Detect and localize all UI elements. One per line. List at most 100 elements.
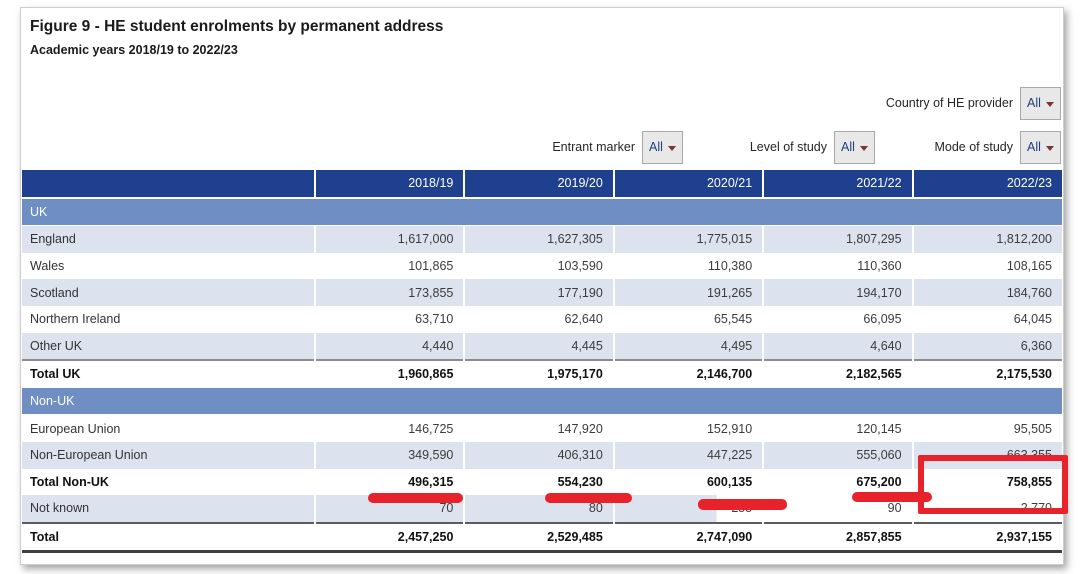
row-label: Scotland bbox=[22, 279, 315, 306]
figure-subtitle: Academic years 2018/19 to 2022/23 bbox=[30, 43, 238, 57]
value-cell: 2,747,090 bbox=[612, 521, 764, 554]
value-cell: 65,545 bbox=[612, 305, 764, 333]
value-cell: 2,937,155 bbox=[911, 521, 1062, 554]
table-row: Other UK 4,440 4,445 4,495 4,640 6,360 bbox=[22, 332, 1062, 361]
enrolments-table-wrapper: 2018/19 2019/20 2020/21 2021/22 2022/23 UK En… bbox=[22, 170, 1062, 554]
table-row: Scotland 173,855 177,190 191,265 194,170 184,… bbox=[22, 279, 1062, 306]
value-cell: 1,617,000 bbox=[313, 225, 465, 253]
value-cell: 600,135 bbox=[612, 468, 764, 496]
column-header: 2022/23 bbox=[911, 170, 1062, 199]
value-cell: 66,095 bbox=[762, 305, 913, 333]
value-cell: 1,807,295 bbox=[762, 225, 913, 253]
value-cell: 349,590 bbox=[313, 441, 465, 469]
section-row: UK bbox=[22, 197, 1062, 227]
value-cell: 758,855 bbox=[911, 468, 1062, 496]
column-header: 2020/21 bbox=[612, 170, 764, 199]
value-cell: 95,505 bbox=[911, 414, 1062, 442]
filter-entrant-marker-dropdown[interactable]: All bbox=[642, 130, 683, 164]
value-cell: 64,045 bbox=[911, 305, 1062, 333]
row-label: Wales bbox=[30, 259, 65, 274]
value-cell: 2,146,700 bbox=[612, 359, 764, 388]
value-cell: 6,360 bbox=[911, 332, 1062, 361]
value-cell: 554,230 bbox=[463, 468, 614, 496]
value-cell: 4,495 bbox=[612, 332, 764, 361]
value-cell: 4,440 bbox=[313, 332, 465, 361]
value-cell: 1,812,200 bbox=[911, 225, 1062, 253]
figure-title: Figure 9 - HE student enrolments by perm… bbox=[30, 18, 444, 35]
value-cell: 108,165 bbox=[911, 252, 1062, 280]
row-label-header bbox=[22, 170, 315, 199]
section-row: Non-UK bbox=[22, 387, 1062, 416]
row-label: Total UK bbox=[22, 359, 315, 388]
column-header: 2021/22 bbox=[762, 170, 913, 199]
filter-mode-of-study: Mode of study All bbox=[934, 130, 1061, 164]
table-row: European Union 146,725 147,920 152,910 120,1… bbox=[22, 414, 1062, 442]
value-cell: 194,170 bbox=[762, 279, 913, 306]
value-cell: 2,857,855 bbox=[762, 521, 913, 554]
row-label: England bbox=[22, 225, 315, 253]
value-cell: 110,380 bbox=[612, 252, 764, 280]
row-label: Not known bbox=[22, 495, 315, 523]
row-label: Total bbox=[22, 521, 315, 554]
value-cell: 177,190 bbox=[463, 279, 614, 306]
filter-country-dropdown[interactable]: All bbox=[1020, 86, 1061, 120]
value-cell: 406,310 bbox=[463, 441, 614, 469]
value-cell: 63,710 bbox=[313, 305, 465, 333]
value-cell: 675,200 bbox=[762, 468, 913, 496]
value-cell: 663,355 bbox=[911, 441, 1062, 469]
value-cell: 110,360 bbox=[762, 252, 913, 280]
value-cell: 2,770 bbox=[911, 495, 1062, 523]
chevron-down-icon bbox=[1045, 145, 1054, 151]
column-header: 2018/19 bbox=[313, 170, 465, 199]
enrolments-table: 2018/19 2019/20 2020/21 2021/22 2022/23 UK En… bbox=[22, 170, 1062, 554]
dashboard-card: Figure 9 - HE student enrolments by perm… bbox=[20, 7, 1068, 565]
value-cell: 555,060 bbox=[762, 441, 913, 469]
value-cell: 496,315 bbox=[313, 468, 465, 496]
table-row: Total 2,457,250 2,529,485 2,747,090 2,857,85… bbox=[22, 521, 1062, 554]
filter-country-label: Country of HE provider bbox=[885, 96, 1013, 110]
row-label: Total Non-UK bbox=[30, 474, 109, 489]
value-cell: 101,865 bbox=[313, 252, 465, 280]
value-cell: 2,457,250 bbox=[313, 521, 465, 554]
filter-level-of-study-value: All bbox=[841, 140, 855, 154]
value-cell: 2,175,530 bbox=[911, 359, 1062, 388]
row-label: Northern Ireland bbox=[30, 312, 121, 327]
row-label: Non-European Union bbox=[22, 441, 315, 469]
value-cell: 1,775,015 bbox=[612, 225, 764, 253]
section-label: Non-UK bbox=[22, 387, 1062, 416]
chevron-down-icon bbox=[1045, 101, 1054, 107]
value-cell: 255 bbox=[612, 495, 764, 523]
value-cell: 80 bbox=[463, 495, 614, 523]
value-cell: 4,640 bbox=[762, 332, 913, 361]
value-cell: 152,910 bbox=[612, 414, 764, 442]
value-cell: 146,725 bbox=[313, 414, 465, 442]
table-row: Total UK 1,960,865 1,975,170 2,146,700 2,182… bbox=[22, 359, 1062, 388]
value-cell: 70 bbox=[313, 495, 465, 523]
filter-mode-of-study-value: All bbox=[1027, 140, 1041, 154]
filter-entrant-marker: Entrant marker All bbox=[552, 130, 683, 164]
table-row: England 1,617,000 1,627,305 1,775,015 1,807,… bbox=[22, 225, 1062, 253]
row-label: European Union bbox=[30, 421, 121, 436]
row-label: Other UK bbox=[22, 332, 315, 361]
filter-entrant-marker-value: All bbox=[649, 140, 663, 154]
chevron-down-icon bbox=[859, 145, 868, 151]
filter-mode-of-study-dropdown[interactable]: All bbox=[1020, 130, 1061, 164]
value-cell: 147,920 bbox=[463, 414, 614, 442]
filter-level-of-study-dropdown[interactable]: All bbox=[834, 130, 875, 164]
value-cell: 1,627,305 bbox=[463, 225, 614, 253]
value-cell: 103,590 bbox=[463, 252, 614, 280]
value-cell: 2,529,485 bbox=[463, 521, 614, 554]
filter-level-of-study: Level of study All bbox=[750, 130, 875, 164]
section-label: UK bbox=[22, 197, 1062, 227]
value-cell: 62,640 bbox=[463, 305, 614, 333]
value-cell: 1,960,865 bbox=[313, 359, 465, 388]
value-cell: 90 bbox=[762, 495, 913, 523]
table-row: Northern Ireland 63,710 62,640 65,545 66,095… bbox=[22, 305, 1062, 333]
filter-mode-of-study-label: Mode of study bbox=[934, 140, 1013, 154]
value-cell: 2,182,565 bbox=[762, 359, 913, 388]
filter-country-value: All bbox=[1027, 96, 1041, 110]
table-row: Wales 101,865 103,590 110,380 110,360 108,165 bbox=[22, 252, 1062, 280]
filter-entrant-marker-label: Entrant marker bbox=[552, 140, 635, 154]
value-cell: 173,855 bbox=[313, 279, 465, 306]
value-cell: 184,760 bbox=[911, 279, 1062, 306]
